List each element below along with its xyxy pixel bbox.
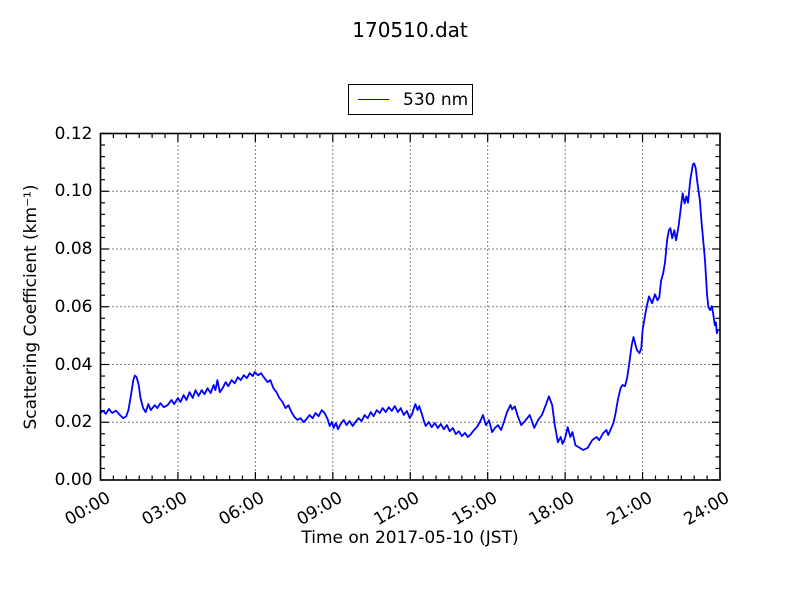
data-series bbox=[99, 162, 719, 451]
series-line-530-nm bbox=[99, 162, 719, 451]
y-tick-label: 0.02 bbox=[54, 412, 93, 433]
x-axis-title: Time on 2017-05-10 (JST) bbox=[301, 528, 519, 548]
y-tick-label: 0.06 bbox=[54, 296, 93, 317]
legend: 530 nm bbox=[348, 84, 473, 115]
y-tick-label: 0.08 bbox=[54, 239, 93, 259]
y-tick-label: 0.00 bbox=[54, 470, 93, 490]
y-tick-label: 0.10 bbox=[54, 181, 93, 202]
axes-frame bbox=[99, 132, 721, 481]
legend-line-sample bbox=[358, 99, 389, 100]
y-tick-label: 0.04 bbox=[54, 354, 93, 375]
grid-lines bbox=[100, 133, 720, 480]
legend-label: 530 nm bbox=[403, 89, 469, 110]
chart-title: 170510.dat bbox=[352, 18, 468, 42]
y-tick-label: 0.12 bbox=[54, 123, 93, 144]
